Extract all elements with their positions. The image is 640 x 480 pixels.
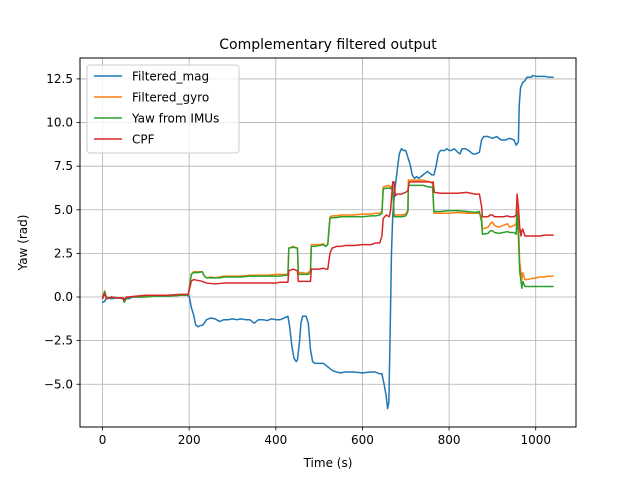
plot-frame bbox=[79, 57, 577, 428]
x-tick-label: 600 bbox=[351, 433, 374, 447]
legend-label: Yaw from IMUs bbox=[131, 112, 219, 126]
x-tick-label: 200 bbox=[178, 433, 201, 447]
legend: Filtered_mag Filtered_gyro Yaw from IMUs CP… bbox=[86, 64, 240, 154]
y-tick-label: 5.0 bbox=[54, 203, 73, 217]
y-tick-label: 10.0 bbox=[46, 116, 73, 130]
x-tick-label: 400 bbox=[264, 433, 287, 447]
axis-ticks: 0 200 400 600 800 1000 −5.0 −2.5 0.0 2.5 5.0 7.5 10.… bbox=[44, 72, 551, 447]
y-tick-label: 7.5 bbox=[54, 159, 73, 173]
series-line-cpf bbox=[101, 181, 554, 302]
legend-label: Filtered_mag bbox=[132, 70, 209, 84]
y-axis-label: Yaw (rad) bbox=[16, 215, 30, 272]
legend-label: Filtered_gyro bbox=[132, 91, 209, 105]
y-tick-label: 0.0 bbox=[54, 290, 73, 304]
series-line-yaw-from-imus bbox=[101, 184, 554, 304]
plot-series bbox=[101, 74, 554, 410]
y-tick-label: −2.5 bbox=[44, 334, 73, 348]
x-tick-label: 800 bbox=[438, 433, 461, 447]
legend-label: CPF bbox=[132, 133, 155, 147]
x-tick-label: 1000 bbox=[520, 433, 551, 447]
grid bbox=[80, 58, 576, 427]
legend-box bbox=[86, 64, 240, 154]
series-line-filtered-mag bbox=[101, 74, 554, 410]
y-tick-label: 2.5 bbox=[54, 246, 73, 260]
chart-title: Complementary filtered output bbox=[219, 37, 437, 53]
x-tick-label: 0 bbox=[99, 433, 107, 447]
x-axis-label: Time (s) bbox=[303, 456, 353, 470]
y-tick-label: −5.0 bbox=[44, 377, 73, 391]
y-tick-label: 12.5 bbox=[46, 72, 73, 86]
